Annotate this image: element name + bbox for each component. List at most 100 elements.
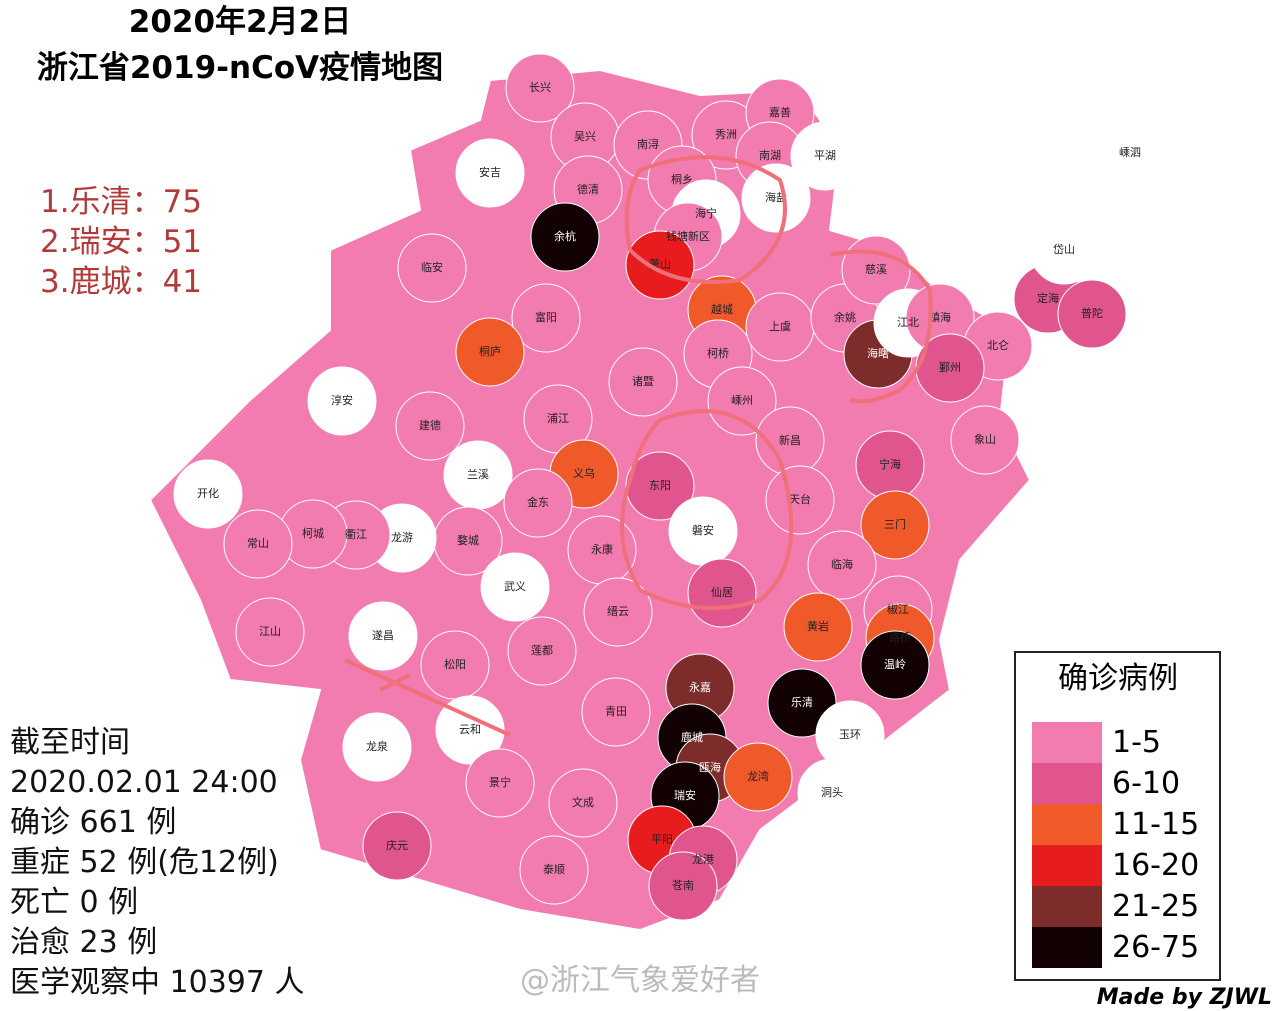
region-label: 桐乡 xyxy=(671,172,693,186)
region-label: 慈溪 xyxy=(865,262,887,276)
region-area xyxy=(950,405,1020,475)
region-label: 北仑 xyxy=(987,338,1009,352)
annotation-circles xyxy=(344,155,933,737)
region-label: 南浔 xyxy=(637,138,659,151)
stat-line: 2020.02.01 24:00 xyxy=(10,765,278,800)
region-label: 磐安 xyxy=(692,523,714,537)
region-label: 瓯海 xyxy=(699,760,721,774)
region-area xyxy=(530,202,600,272)
stat-line: 确诊 661 例 xyxy=(10,805,176,840)
stat-line: 医学观察中 10397 人 xyxy=(10,965,305,1000)
region-label: 龙游 xyxy=(391,531,413,544)
legend-label: 26-75 xyxy=(1112,930,1199,965)
region-area xyxy=(1095,118,1165,188)
legend-label: 11-15 xyxy=(1112,807,1199,842)
stat-line: 治愈 23 例 xyxy=(10,925,157,960)
region-label: 越城 xyxy=(711,302,733,316)
region-label: 兰溪 xyxy=(467,468,489,481)
region-label: 诸暨 xyxy=(632,375,654,388)
region-area xyxy=(362,811,432,881)
region-label: 东阳 xyxy=(649,479,671,492)
title-main: 浙江省2019-nCoV疫情地图 xyxy=(37,50,443,86)
region-label: 玉环 xyxy=(839,728,861,741)
region-area xyxy=(707,366,777,436)
region-label: 松阳 xyxy=(444,657,466,671)
region-label: 文成 xyxy=(572,795,594,809)
region-area xyxy=(1057,279,1127,349)
region-label: 柯城 xyxy=(302,527,324,540)
region-label: 海曙 xyxy=(867,346,889,360)
region-label: 武义 xyxy=(504,580,526,593)
stat-line: 重症 52 例(危12例) xyxy=(10,845,279,880)
region-label: 普陀 xyxy=(1081,306,1103,320)
region-label: 婺城 xyxy=(457,534,479,547)
region-label: 仙居 xyxy=(711,586,733,599)
legend-label: 21-25 xyxy=(1112,889,1199,924)
region-label: 余杭 xyxy=(554,229,576,243)
region-label: 定海 xyxy=(1037,291,1059,305)
region-area xyxy=(435,695,505,765)
region-label: 建德 xyxy=(419,418,441,432)
region-label: 南湖 xyxy=(759,149,781,162)
region-label: 洞头 xyxy=(821,786,843,799)
region-area xyxy=(507,616,577,686)
region-area xyxy=(223,509,293,579)
region-label: 遂昌 xyxy=(372,628,394,642)
region-label: 余姚 xyxy=(834,310,856,324)
region-area xyxy=(581,677,651,747)
region-label: 乐清 xyxy=(791,696,813,709)
legend-swatch xyxy=(1032,927,1102,968)
region-area xyxy=(548,768,618,838)
title-date: 2020年2月2日 xyxy=(129,4,351,40)
watermark: @浙江气象爱好者 xyxy=(520,963,760,998)
region-area xyxy=(765,465,835,535)
region-label: 淳安 xyxy=(331,393,353,407)
region-label: 嘉善 xyxy=(769,105,791,119)
legend-swatch xyxy=(1032,763,1102,804)
region-area xyxy=(860,490,930,560)
region-area xyxy=(625,230,695,300)
region-area xyxy=(455,317,525,387)
region-label: 吴兴 xyxy=(574,130,596,143)
region-label: 三门 xyxy=(884,517,906,531)
stat-line: 截至时间 xyxy=(10,725,130,760)
region-label: 钱塘新区 xyxy=(666,229,710,243)
region-label: 义乌 xyxy=(573,466,595,480)
region-label: 鹿城 xyxy=(681,730,703,744)
region-label: 云和 xyxy=(459,723,481,736)
region-label: 莲都 xyxy=(531,644,553,657)
legend-label: 1-5 xyxy=(1112,725,1161,760)
region-area xyxy=(519,835,589,905)
region-label: 平湖 xyxy=(814,149,836,162)
region-label: 平阳 xyxy=(651,833,673,846)
stat-line: 死亡 0 例 xyxy=(10,885,138,920)
region-label: 苍南 xyxy=(672,879,694,892)
region-area xyxy=(307,366,377,436)
region-area xyxy=(687,558,757,628)
legend-swatch xyxy=(1032,886,1102,927)
region-label: 嵊州 xyxy=(731,394,753,407)
region-area xyxy=(583,577,653,647)
region-area xyxy=(511,283,581,353)
region-label: 景宁 xyxy=(489,775,511,789)
region-label: 鄞州 xyxy=(939,361,961,374)
region-label: 宁海 xyxy=(879,457,901,471)
region-area xyxy=(723,742,793,812)
region-label: 泰顺 xyxy=(543,862,565,876)
region-area xyxy=(465,748,535,818)
legend-swatch xyxy=(1032,845,1102,886)
region-area xyxy=(342,712,412,782)
region-area xyxy=(503,468,573,538)
region-area xyxy=(505,53,575,123)
region-area xyxy=(173,459,243,529)
region-label: 象山 xyxy=(974,433,996,446)
legend-swatch xyxy=(1032,722,1102,763)
region-label: 临海 xyxy=(831,557,853,571)
region-label: 新昌 xyxy=(779,433,801,447)
region-area xyxy=(790,121,860,191)
region-label: 桐庐 xyxy=(479,344,501,358)
region-area xyxy=(455,138,525,208)
region-label: 嵊泗 xyxy=(1119,146,1141,159)
region-label: 黄岩 xyxy=(807,619,829,633)
